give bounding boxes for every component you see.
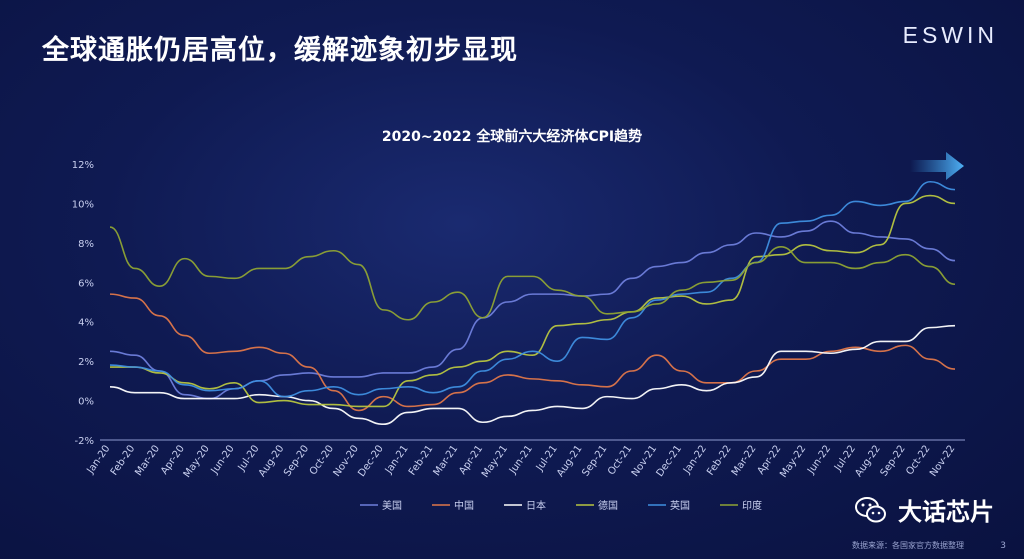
x-tick-label: Jul-20 <box>236 443 262 473</box>
chart-title: 2020~2022 全球前六大经济体CPI趋势 <box>381 129 643 145</box>
legend-label: 印度 <box>742 499 762 512</box>
trend-arrow-icon <box>910 152 964 180</box>
x-tick-label: Mar-22 <box>730 443 759 478</box>
x-tick-label: Jul-22 <box>832 443 858 473</box>
wechat-icon <box>855 496 886 522</box>
x-tick-label: May-22 <box>778 443 808 479</box>
source-footnote: 数据来源：各国家官方数据整理 <box>852 541 964 550</box>
x-tick-label: Aug-21 <box>555 443 585 479</box>
y-tick-label: 8% <box>78 239 94 250</box>
y-tick-label: 6% <box>78 278 94 289</box>
series-line-0 <box>109 220 956 400</box>
x-tick-label: Aug-20 <box>257 443 287 479</box>
series-line-4 <box>109 180 956 398</box>
x-tick-label: Mar-20 <box>133 443 162 478</box>
series-line-2 <box>109 324 956 426</box>
legend-label: 美国 <box>382 499 402 512</box>
x-tick-label: Jul-21 <box>534 443 560 473</box>
page-number: 3 <box>1000 541 1006 551</box>
series-line-5 <box>109 226 956 321</box>
x-tick-label: May-20 <box>182 443 212 479</box>
y-tick-label: 0% <box>78 397 94 408</box>
legend-label: 日本 <box>526 499 546 512</box>
x-tick-label: Mar-21 <box>432 443 461 478</box>
x-tick-label: Sep-22 <box>879 443 908 478</box>
y-tick-label: 10% <box>72 199 94 210</box>
slide-title: 全球通胀仍居高位，缓解迹象初步显现 <box>42 35 518 66</box>
y-tick-label: 12% <box>72 160 94 171</box>
watermark: 大话芯片 <box>854 492 994 527</box>
x-tick-label: May-21 <box>480 443 510 479</box>
x-tick-label: Sep-21 <box>580 443 609 478</box>
x-tick-label: Dec-20 <box>356 443 385 479</box>
legend-label: 德国 <box>598 499 618 512</box>
series-line-3 <box>110 194 956 408</box>
x-tick-label: Jun-22 <box>805 443 833 476</box>
legend-label: 中国 <box>454 499 474 512</box>
x-tick-label: Aug-22 <box>853 443 883 479</box>
series-line-1 <box>109 293 956 412</box>
brand-logo: ESWIN <box>902 22 998 48</box>
watermark-text: 大话芯片 <box>898 498 994 526</box>
y-tick-label: -2% <box>75 436 94 447</box>
x-tick-label: Nov-22 <box>928 443 957 478</box>
legend-label: 英国 <box>670 499 690 512</box>
x-tick-label: Jun-21 <box>507 443 535 476</box>
y-tick-label: 4% <box>78 318 94 329</box>
x-tick-label: Jun-20 <box>209 443 237 476</box>
y-tick-label: 2% <box>78 357 94 368</box>
x-tick-label: Dec-21 <box>655 443 684 479</box>
x-tick-label: Sep-20 <box>282 443 311 478</box>
